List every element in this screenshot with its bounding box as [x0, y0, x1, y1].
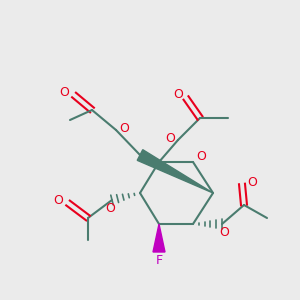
- Text: O: O: [173, 88, 183, 100]
- Text: F: F: [155, 254, 163, 268]
- Text: O: O: [105, 202, 115, 214]
- Text: O: O: [165, 131, 175, 145]
- Text: O: O: [219, 226, 229, 238]
- Text: O: O: [53, 194, 63, 208]
- Text: O: O: [59, 86, 69, 100]
- Polygon shape: [137, 150, 213, 193]
- Text: O: O: [196, 151, 206, 164]
- Text: O: O: [247, 176, 257, 188]
- Polygon shape: [153, 224, 165, 252]
- Text: O: O: [119, 122, 129, 134]
